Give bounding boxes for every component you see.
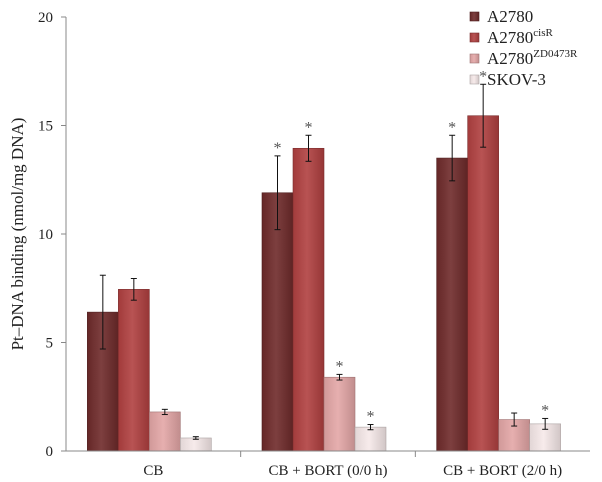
bar-a2780cisr-1 [292, 147, 325, 452]
bar-a2780cisr-0 [118, 289, 150, 452]
legend-label: A2780ZD0473R [487, 48, 578, 68]
legend-swatch [469, 74, 480, 85]
significance-marker: * [541, 402, 549, 419]
x-category-label: CB + BORT (2/0 h) [443, 463, 562, 479]
y-tick-label: 0 [46, 444, 54, 460]
significance-marker: * [448, 119, 456, 136]
legend-label: SKOV-3 [487, 70, 546, 89]
y-tick-label: 20 [38, 10, 53, 26]
bar-a2780zd0473r-1 [323, 376, 356, 452]
significance-marker: * [336, 358, 344, 375]
legend-label: A2780 [487, 7, 533, 26]
bar-a2780-1 [261, 192, 294, 452]
x-category-label: CB [143, 463, 163, 479]
y-axis-title: Pt–DNA binding (nmol/mg DNA) [8, 118, 27, 351]
legend-swatch [469, 11, 480, 22]
bar-a2780-2 [436, 157, 468, 452]
bar-a2780zd0473r-0 [149, 411, 181, 452]
legend-label: A2780cisR [487, 27, 554, 47]
x-category-label: CB + BORT (0/0 h) [269, 463, 388, 479]
bar-skov-3-0 [180, 437, 212, 452]
bar-a2780cisr-2 [467, 115, 499, 452]
legend-swatch [469, 32, 480, 43]
y-tick-label: 15 [38, 119, 53, 135]
significance-marker: * [274, 140, 282, 157]
significance-marker: * [479, 68, 487, 85]
y-tick-label: 10 [38, 227, 53, 243]
significance-marker: * [305, 119, 313, 136]
y-tick-label: 5 [46, 336, 54, 352]
legend-swatch [469, 53, 480, 64]
significance-marker: * [367, 409, 375, 426]
bar-skov-3-1 [354, 426, 387, 452]
